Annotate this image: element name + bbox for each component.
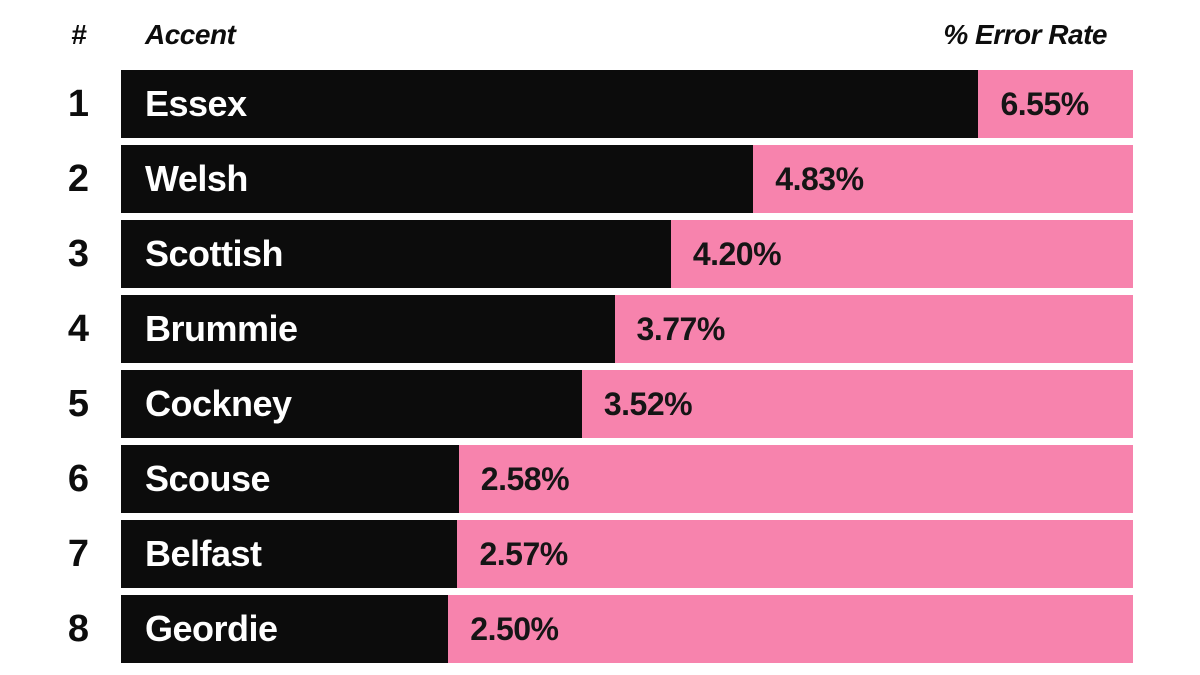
chart-row: 6 Scouse 2.58% (0, 445, 1133, 513)
bar-label: Geordie (145, 608, 278, 649)
bar-label: Cockney (145, 383, 292, 424)
bar-fill: Welsh (121, 145, 754, 213)
bar-track: Welsh 4.83% (121, 145, 1133, 213)
bar-value: 6.55% (1000, 85, 1089, 122)
chart-row: 4 Brummie 3.77% (0, 295, 1133, 363)
bar-label: Welsh (145, 158, 248, 199)
chart-header: # Accent % Error Rate (0, 0, 1133, 70)
bar-fill: Scouse (121, 445, 459, 513)
chart-row: 5 Cockney 3.52% (0, 370, 1133, 438)
bar-label: Scouse (145, 458, 271, 499)
bar-fill: Essex (121, 70, 979, 138)
bar-track: Geordie 2.50% (121, 595, 1133, 663)
bar-value: 4.20% (692, 235, 782, 272)
bar-track: Essex 6.55% (121, 70, 1133, 138)
bar-fill: Geordie (121, 595, 449, 663)
row-rank: 3 (67, 232, 90, 275)
chart-row: 8 Geordie 2.50% (0, 595, 1133, 663)
bar-track: Scottish 4.20% (121, 220, 1133, 288)
bar-fill: Belfast (121, 520, 458, 588)
chart-row: 2 Welsh 4.83% (0, 145, 1133, 213)
bar-label: Belfast (145, 533, 262, 574)
bar-fill: Scottish (121, 220, 671, 288)
bar-value: 3.52% (603, 385, 693, 422)
bar-value: 3.77% (636, 310, 726, 347)
bar-value: 2.50% (470, 610, 559, 647)
row-rank: 5 (67, 382, 90, 425)
chart-row: 7 Belfast 2.57% (0, 520, 1133, 588)
bar-label: Scottish (145, 233, 284, 274)
chart-rows: 1 Essex 6.55% 2 Welsh 4.83% 3 Scottish 4… (0, 70, 1133, 663)
bar-track: Scouse 2.58% (121, 445, 1133, 513)
bar-track: Belfast 2.57% (121, 520, 1133, 588)
row-rank: 8 (67, 607, 90, 650)
bar-value: 2.58% (480, 460, 570, 497)
row-rank: 6 (67, 457, 90, 500)
rank-column-header: # (70, 19, 87, 50)
bar-fill: Brummie (121, 295, 615, 363)
chart-row: 1 Essex 6.55% (0, 70, 1133, 138)
row-rank: 2 (67, 157, 90, 200)
bar-label: Brummie (145, 308, 298, 349)
bar-label: Essex (145, 83, 247, 124)
error-rate-column-header: % Error Rate (943, 19, 1107, 50)
bar-value: 4.83% (775, 160, 864, 197)
bar-track: Brummie 3.77% (121, 295, 1133, 363)
accent-column-header: Accent (145, 19, 236, 50)
bar-fill: Cockney (121, 370, 582, 438)
row-rank: 7 (67, 532, 90, 575)
chart-row: 3 Scottish 4.20% (0, 220, 1133, 288)
bar-value: 2.57% (479, 535, 568, 572)
bar-track: Cockney 3.52% (121, 370, 1133, 438)
row-rank: 1 (67, 82, 90, 125)
row-rank: 4 (67, 307, 90, 350)
